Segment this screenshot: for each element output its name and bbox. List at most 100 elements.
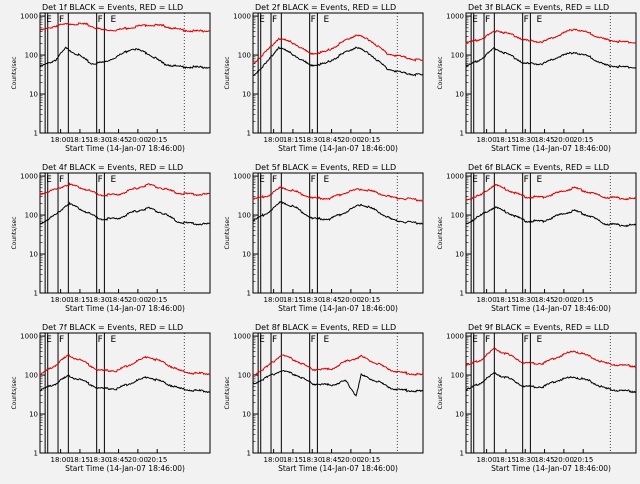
series-lld-red — [465, 28, 637, 45]
x-tick-label: 18:30 — [515, 456, 535, 464]
interval-marker: E — [324, 175, 330, 185]
interval-marker: E — [324, 335, 330, 345]
interval-marker: F — [485, 175, 490, 185]
plot-frame — [39, 172, 211, 294]
panel-3: Det 3f BLACK = Events, RED = LLD Counts/s… — [437, 3, 637, 153]
interval-marker: E — [259, 15, 265, 25]
series-lld-red — [39, 182, 211, 198]
y-tick-label: 1000 — [446, 333, 464, 341]
y-tick-label: 10 — [455, 251, 464, 259]
series-events-black — [252, 369, 424, 397]
y-tick-label: 10 — [242, 251, 251, 259]
y-tick-label: 10 — [29, 251, 38, 259]
x-tick-label: 20:15 — [147, 296, 167, 304]
panel-title: Det 7f BLACK = Events, RED = LLD — [42, 323, 183, 332]
plot-frame — [252, 172, 424, 294]
interval-marker: F — [98, 175, 103, 185]
x-tick-label: 20:00 — [128, 296, 148, 304]
panel-6: Det 6f BLACK = Events, RED = LLD Counts/s… — [437, 163, 637, 313]
x-tick-label: 20:15 — [147, 136, 167, 144]
plot-frame — [465, 332, 637, 454]
y-tick-label: 1 — [460, 290, 464, 298]
x-tick-label: 20:15 — [147, 456, 167, 464]
series-events-black — [40, 374, 211, 393]
interval-marker: E — [537, 335, 543, 345]
y-axis-label: Counts/sec — [437, 56, 444, 89]
x-axis-label: Start Time (14-Jan-07 18:46:00) — [491, 464, 611, 473]
series-lld-red — [252, 354, 424, 377]
y-tick-label: 100 — [238, 372, 251, 380]
plot-frame — [465, 12, 637, 134]
panel-7: Det 7f BLACK = Events, RED = LLD Counts/s… — [11, 323, 211, 473]
y-tick-label: 100 — [25, 212, 38, 220]
y-axis-label: Counts/sec — [437, 216, 444, 249]
y-tick-label: 1 — [34, 290, 38, 298]
y-tick-label: 100 — [25, 372, 38, 380]
x-axis-label: Start Time (14-Jan-07 18:46:00) — [278, 304, 398, 313]
x-tick-label: 18:00 — [51, 456, 71, 464]
x-axis-label: Start Time (14-Jan-07 18:46:00) — [65, 304, 185, 313]
plot-frame — [39, 332, 211, 454]
interval-marker: E — [111, 15, 117, 25]
x-tick-label: 18:00 — [477, 456, 497, 464]
panel-8: Det 8f BLACK = Events, RED = LLD Counts/s… — [224, 323, 424, 473]
x-tick-label: 18:30 — [89, 296, 109, 304]
y-tick-label: 1000 — [233, 13, 251, 21]
interval-marker: F — [272, 175, 277, 185]
panel-title: Det 2f BLACK = Events, RED = LLD — [255, 3, 396, 12]
x-tick-label: 18:30 — [302, 296, 322, 304]
y-tick-label: 10 — [455, 411, 464, 419]
y-tick-label: 100 — [451, 212, 464, 220]
x-tick-label: 20:15 — [573, 456, 593, 464]
x-tick-label: 20:00 — [554, 456, 574, 464]
panel-9: Det 9f BLACK = Events, RED = LLD Counts/s… — [437, 323, 637, 473]
interval-marker: F — [311, 335, 316, 345]
y-tick-label: 10 — [242, 91, 251, 99]
series-events-black — [465, 47, 637, 69]
y-axis-label: Counts/sec — [11, 56, 18, 89]
x-axis-label: Start Time (14-Jan-07 18:46:00) — [491, 144, 611, 153]
interval-marker: E — [111, 175, 117, 185]
x-tick-label: 18:45 — [534, 296, 554, 304]
x-axis-label: Start Time (14-Jan-07 18:46:00) — [65, 144, 185, 153]
interval-marker: E — [111, 335, 117, 345]
x-tick-label: 20:15 — [360, 296, 380, 304]
interval-marker: F — [524, 15, 529, 25]
y-tick-label: 1000 — [233, 173, 251, 181]
interval-marker: E — [324, 15, 330, 25]
y-tick-label: 1 — [34, 450, 38, 458]
x-tick-label: 18:45 — [108, 456, 128, 464]
x-tick-label: 18:15 — [283, 136, 303, 144]
plot-frame — [39, 12, 211, 134]
x-tick-label: 18:00 — [264, 136, 284, 144]
x-tick-label: 18:15 — [496, 136, 516, 144]
y-tick-label: 1 — [247, 450, 251, 458]
interval-marker: E — [537, 15, 543, 25]
panel-title: Det 4f BLACK = Events, RED = LLD — [42, 163, 183, 172]
y-tick-label: 10 — [242, 411, 251, 419]
y-tick-label: 1000 — [20, 333, 38, 341]
x-tick-label: 18:00 — [264, 296, 284, 304]
y-axis-label: Counts/sec — [11, 376, 18, 409]
x-tick-label: 18:00 — [477, 296, 497, 304]
interval-marker: F — [485, 335, 490, 345]
series-lld-red — [465, 347, 637, 368]
x-tick-label: 20:15 — [360, 136, 380, 144]
y-tick-label: 10 — [455, 91, 464, 99]
interval-marker: F — [311, 15, 316, 25]
x-tick-label: 18:45 — [108, 136, 128, 144]
x-tick-label: 18:00 — [51, 136, 71, 144]
x-tick-label: 18:45 — [321, 456, 341, 464]
interval-marker: E — [537, 175, 543, 185]
interval-marker: E — [259, 335, 265, 345]
y-tick-label: 100 — [238, 52, 251, 60]
x-tick-label: 18:30 — [89, 136, 109, 144]
y-tick-label: 100 — [25, 52, 38, 60]
x-tick-label: 18:15 — [70, 136, 90, 144]
y-tick-label: 1000 — [20, 173, 38, 181]
y-axis-label: Counts/sec — [11, 216, 18, 249]
y-tick-label: 1 — [34, 130, 38, 138]
x-tick-label: 18:00 — [264, 456, 284, 464]
interval-marker: F — [59, 15, 64, 25]
